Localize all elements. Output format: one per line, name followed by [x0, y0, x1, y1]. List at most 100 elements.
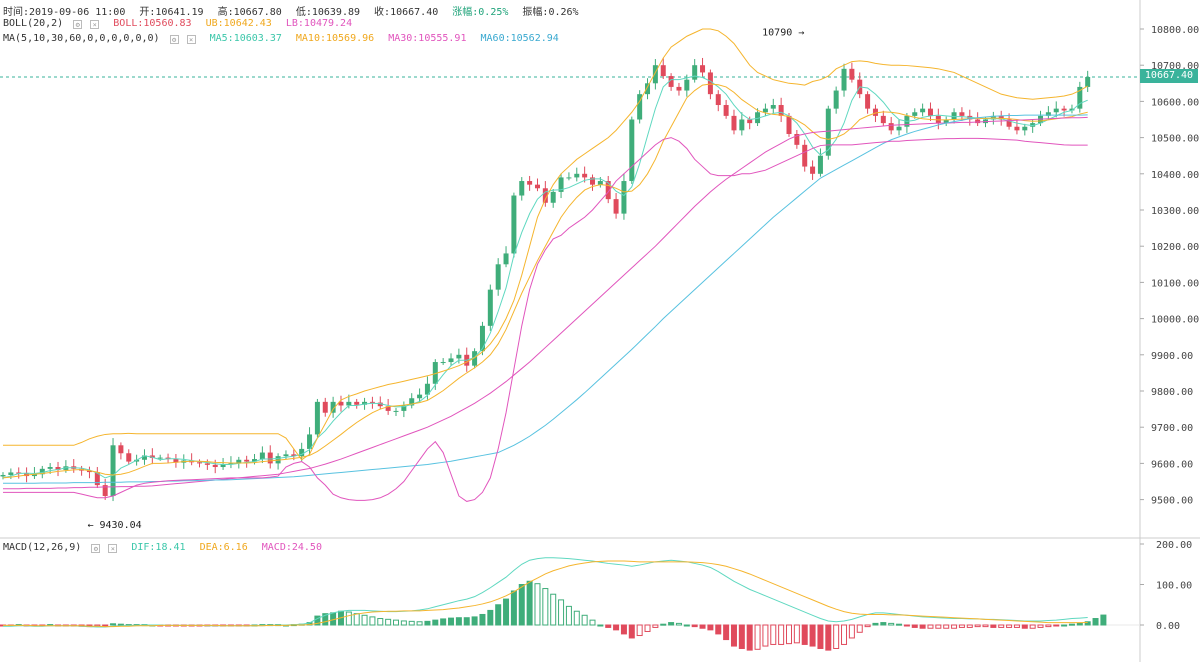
candle-body: [739, 119, 745, 131]
ma5-value: MA5:10603.37: [209, 33, 282, 44]
candle-body: [778, 105, 784, 116]
boll-settings-icon[interactable]: ⚙: [73, 20, 83, 29]
price-tick-label: 10600.00: [1151, 97, 1199, 108]
candle-body: [31, 474, 37, 477]
candle-body: [723, 105, 729, 116]
ma-close-icon[interactable]: ×: [186, 35, 196, 44]
candle-body: [409, 398, 415, 406]
macd-bar: [1068, 623, 1075, 626]
line-ma30: [3, 116, 1088, 490]
macd-bar: [503, 598, 510, 626]
ma-name: MA(5,10,30,60,0,0,0,0,0,0): [3, 33, 160, 44]
candle-body: [605, 181, 611, 200]
candle-body: [574, 173, 580, 178]
candle-body: [456, 354, 462, 359]
macd-bar: [573, 610, 580, 626]
macd-bar: [770, 624, 777, 645]
candle-body: [786, 115, 792, 134]
macd-bar: [1076, 622, 1083, 626]
macd-bar: [636, 624, 643, 637]
candle-body: [299, 448, 305, 457]
price-tick-label: 10400.00: [1151, 170, 1199, 181]
macd-bar: [589, 619, 596, 626]
macd-close-icon[interactable]: ×: [108, 544, 118, 553]
boll-close-icon[interactable]: ×: [90, 20, 100, 29]
candle-body: [888, 123, 894, 131]
macd-bar: [495, 604, 502, 626]
candle-body: [762, 108, 768, 113]
lb-value: LB:10479.24: [285, 18, 353, 29]
macd-bar: [723, 624, 730, 641]
macd-settings-icon[interactable]: ⚙: [91, 544, 101, 553]
macd-bar: [620, 624, 627, 635]
candle-body: [582, 173, 588, 178]
macd-bar: [408, 620, 415, 626]
macd-bar: [809, 624, 816, 647]
macd-bar: [872, 622, 879, 626]
macd-bar: [880, 622, 887, 626]
candle-body: [652, 65, 658, 84]
macd-bar: [479, 613, 486, 626]
macd-bar: [754, 624, 761, 650]
macd-bar: [400, 620, 407, 626]
candle-body: [0, 474, 6, 477]
candle-body: [354, 401, 360, 405]
price-tick-label: 10300.00: [1151, 206, 1199, 217]
line-ub: [3, 28, 1088, 461]
macd-bar: [581, 614, 588, 626]
candle-body: [338, 401, 344, 406]
candle-body: [810, 166, 816, 174]
candle-body: [527, 181, 533, 185]
candle-body: [817, 155, 823, 174]
dea-value: DEA:6.16: [199, 542, 248, 553]
candle-body: [770, 105, 776, 109]
macd-bar: [1084, 621, 1091, 626]
candle-body: [1045, 112, 1051, 116]
candle-body: [975, 119, 981, 124]
macd-bar: [683, 624, 690, 627]
candle-body: [385, 406, 391, 411]
boll-legend: BOLL(20,2) ⚙ × BOLL:10560.83 UB:10642.43 …: [3, 18, 360, 29]
candle-body: [558, 177, 564, 192]
candle-body: [731, 115, 737, 131]
candle-body: [157, 457, 163, 459]
macd-bar: [730, 624, 737, 647]
candle-body: [645, 83, 651, 95]
candle-body: [39, 468, 45, 475]
candle-body: [267, 452, 273, 464]
candle-body: [197, 462, 202, 464]
candle-body: [362, 401, 368, 405]
candle-body: [597, 181, 603, 185]
candle-body: [1069, 108, 1075, 111]
macd-bar: [848, 624, 855, 639]
macd-bar: [817, 624, 824, 649]
macd-bar: [416, 621, 423, 626]
macd-bar: [385, 618, 392, 626]
macd-legend: MACD(12,26,9) ⚙ × DIF:18.41 DEA:6.16 MACD…: [3, 542, 330, 553]
line-dea: [3, 560, 1088, 628]
candle-body: [55, 467, 61, 470]
candle-body: [927, 108, 933, 116]
macd-bar: [801, 624, 808, 645]
candle-body: [173, 459, 179, 463]
ma-settings-icon[interactable]: ⚙: [169, 35, 179, 44]
candle-body: [252, 459, 258, 462]
candle-body: [220, 464, 226, 468]
macd-bar: [998, 624, 1005, 628]
macd-bar: [864, 624, 871, 628]
macd-bar: [675, 622, 682, 626]
macd-bar: [668, 622, 675, 626]
price-tick-label: 9700.00: [1151, 423, 1193, 434]
candle-body: [802, 144, 808, 167]
candle-body: [613, 199, 619, 214]
candle-body: [393, 410, 399, 412]
candle-body: [1030, 123, 1036, 127]
candle-body: [715, 94, 721, 106]
candle-body: [236, 459, 242, 464]
candle-body: [755, 112, 761, 124]
macd-bar: [691, 624, 698, 628]
macd-bar: [833, 624, 840, 649]
macd-bar: [644, 624, 651, 632]
candle-body: [542, 188, 548, 203]
